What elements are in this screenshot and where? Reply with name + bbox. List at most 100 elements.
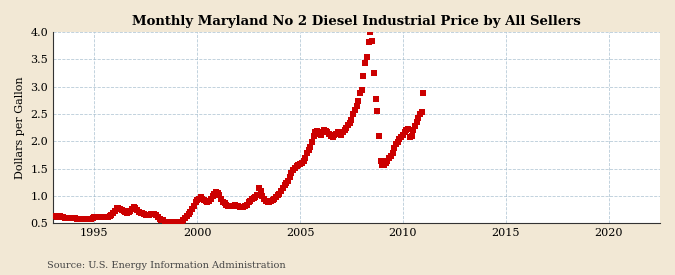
- Point: [329, 133, 340, 138]
- Point: [334, 131, 345, 136]
- Point: [238, 205, 249, 209]
- Point: [190, 200, 201, 205]
- Point: [382, 159, 393, 163]
- Point: [369, 71, 379, 76]
- Point: [58, 215, 69, 219]
- Point: [146, 212, 157, 217]
- Point: [176, 220, 187, 224]
- Point: [216, 196, 227, 201]
- Point: [381, 161, 392, 165]
- Point: [314, 131, 325, 136]
- Point: [248, 196, 259, 200]
- Point: [233, 204, 244, 208]
- Point: [49, 214, 60, 218]
- Point: [338, 130, 348, 134]
- Point: [51, 214, 62, 219]
- Point: [275, 189, 286, 193]
- Point: [354, 90, 365, 95]
- Point: [293, 163, 304, 167]
- Point: [262, 200, 273, 204]
- Point: [211, 190, 221, 194]
- Point: [370, 97, 381, 101]
- Point: [375, 159, 386, 164]
- Point: [226, 204, 237, 208]
- Point: [319, 128, 329, 132]
- Point: [387, 151, 398, 155]
- Point: [303, 148, 314, 152]
- Point: [373, 134, 384, 138]
- Point: [296, 160, 307, 165]
- Point: [365, 30, 376, 35]
- Point: [194, 196, 205, 201]
- Point: [175, 220, 186, 224]
- Point: [305, 145, 316, 149]
- Point: [151, 213, 161, 218]
- Point: [223, 204, 234, 208]
- Point: [273, 193, 284, 197]
- Point: [221, 202, 232, 207]
- Text: Source: U.S. Energy Information Administration: Source: U.S. Energy Information Administ…: [47, 260, 286, 270]
- Point: [391, 142, 402, 147]
- Point: [74, 217, 84, 221]
- Point: [59, 216, 70, 220]
- Point: [78, 217, 89, 222]
- Point: [298, 159, 309, 163]
- Point: [182, 214, 192, 218]
- Point: [360, 60, 371, 65]
- Point: [340, 128, 350, 132]
- Point: [165, 220, 176, 224]
- Point: [153, 215, 163, 219]
- Point: [89, 214, 100, 219]
- Point: [126, 207, 137, 211]
- Point: [230, 203, 240, 207]
- Point: [169, 219, 180, 224]
- Point: [254, 185, 265, 190]
- Point: [173, 220, 184, 224]
- Point: [154, 217, 165, 221]
- Point: [327, 135, 338, 140]
- Point: [348, 112, 358, 117]
- Point: [288, 168, 298, 172]
- Point: [277, 186, 288, 190]
- Point: [171, 219, 182, 224]
- Point: [186, 207, 197, 211]
- Point: [57, 214, 68, 219]
- Point: [302, 150, 313, 155]
- Point: [178, 218, 189, 222]
- Point: [103, 214, 113, 219]
- Point: [138, 212, 149, 217]
- Point: [140, 213, 151, 217]
- Point: [416, 109, 427, 114]
- Point: [394, 137, 405, 141]
- Point: [331, 131, 342, 136]
- Point: [195, 195, 206, 200]
- Point: [161, 220, 171, 224]
- Point: [379, 163, 389, 167]
- Point: [377, 163, 387, 167]
- Point: [291, 164, 302, 169]
- Point: [135, 211, 146, 215]
- Point: [281, 180, 292, 185]
- Point: [312, 129, 323, 133]
- Point: [367, 39, 377, 43]
- Y-axis label: Dollars per Gallon: Dollars per Gallon: [15, 76, 25, 179]
- Point: [315, 133, 326, 138]
- Point: [101, 215, 111, 219]
- Point: [283, 178, 294, 183]
- Point: [68, 216, 79, 220]
- Point: [234, 205, 245, 209]
- Title: Monthly Maryland No 2 Diesel Industrial Price by All Sellers: Monthly Maryland No 2 Diesel Industrial …: [132, 15, 581, 28]
- Point: [404, 135, 415, 139]
- Point: [149, 212, 160, 217]
- Point: [134, 210, 144, 214]
- Point: [197, 196, 208, 201]
- Point: [94, 215, 105, 219]
- Point: [183, 212, 194, 216]
- Point: [156, 218, 167, 222]
- Point: [119, 210, 130, 214]
- Point: [341, 126, 352, 130]
- Point: [65, 216, 76, 221]
- Point: [207, 194, 218, 199]
- Point: [401, 128, 412, 133]
- Point: [264, 200, 275, 204]
